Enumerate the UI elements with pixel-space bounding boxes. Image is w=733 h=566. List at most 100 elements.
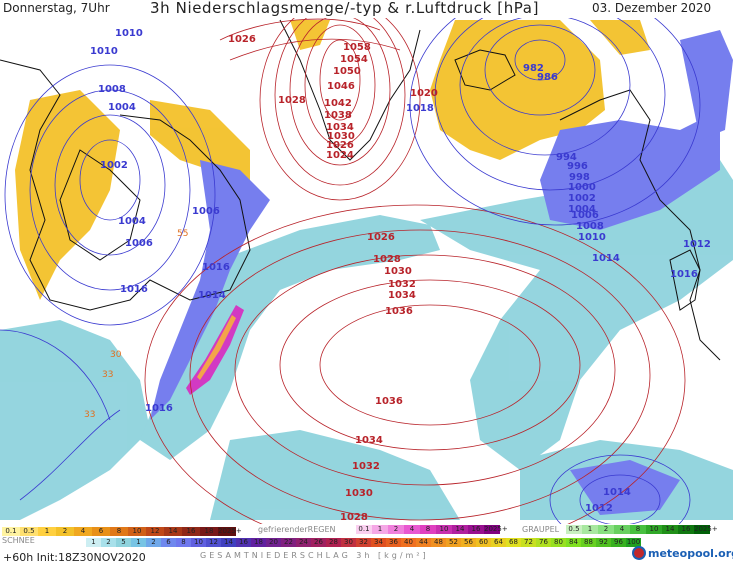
legend-cell: 14 [164, 527, 182, 536]
pressure-label-high: 1024 [326, 150, 354, 161]
legend-cell: 1 [38, 527, 56, 536]
pressure-label-high: 1020 [410, 88, 438, 99]
meteopool-logo[interactable]: meteopool.org [632, 546, 733, 560]
legend-cell: 18 [251, 538, 266, 547]
legend-cell: 88 [581, 538, 596, 547]
map-title: 3h Niederschlagsmenge/-typ & r.Luftdruck… [150, 0, 540, 17]
legend-cell: 92 [596, 538, 611, 547]
legend-cell: 48 [431, 538, 446, 547]
legend-cell: 10 [191, 538, 206, 547]
legend-cell: 14 [452, 525, 468, 534]
legend-cell: 1 [372, 525, 388, 534]
pressure-label-low: 1006 [125, 238, 153, 249]
legend-cell: 2 [101, 538, 116, 547]
pressure-label-low: 1004 [118, 216, 146, 227]
snow-area-baffin [15, 90, 120, 300]
coast-canada [0, 59, 251, 311]
pressure-label-high: 1028 [340, 512, 368, 523]
freezing-legend-title: gefrierenderREGEN [258, 525, 336, 534]
legend-cell: 24 [296, 538, 311, 547]
freezing-scale: 0.1 1 2 4 8 10 14 16 2025+ [356, 525, 508, 534]
legend-cell: 2 [146, 538, 161, 547]
legend-cell: 44 [416, 538, 431, 547]
pressure-label-high: 1050 [333, 66, 361, 77]
rain-area-south [210, 430, 460, 520]
heavy-rain-front [150, 160, 270, 420]
legend-cell: 72 [521, 538, 536, 547]
precipitation-legend: 0.1 0.5 1 2 4 6 8 10 12 14 16 18 2025+ SCHNEE gefrie… [0, 524, 733, 566]
legend-cell: 96 [611, 538, 626, 547]
pressure-label-low: 1018 [406, 103, 434, 114]
snow-scale: 0.1 0.5 1 2 4 6 8 10 12 14 16 18 2025+ [2, 527, 242, 536]
temperature-label: 33 [84, 410, 95, 420]
legend-cell: 10 [128, 527, 146, 536]
pressure-label-low: 1012 [683, 239, 711, 250]
pressure-label-high: 1026 [367, 232, 395, 243]
pressure-label-low: 1016 [670, 269, 698, 280]
map-header: Donnerstag, 7Uhr 3h Niederschlagsmenge/-… [0, 0, 733, 18]
pressure-label-high: 1054 [340, 54, 368, 65]
run-info: +60h Init:18Z30NOV2020 [3, 551, 146, 564]
pressure-label-high: 1032 [388, 279, 416, 290]
legend-cell: 1 [86, 538, 101, 547]
legend-cell: 64 [491, 538, 506, 547]
pressure-label-high: 1030 [384, 266, 412, 277]
pressure-label-high: 1028 [278, 95, 306, 106]
pressure-label-low: 1002 [100, 160, 128, 171]
legend-cell: 2 [388, 525, 404, 534]
pressure-label-high: 1042 [324, 98, 352, 109]
legend-cell: 1 [582, 525, 598, 534]
pressure-label-high: 1030 [327, 131, 355, 142]
pressure-label-high: 1034 [355, 435, 383, 446]
legend-cell: 4 [404, 525, 420, 534]
forecast-date: 03. Dezember 2020 [592, 1, 712, 15]
pressure-label-low: 1010 [90, 46, 118, 57]
pressure-label-low: 998 [569, 172, 590, 183]
legend-cell: 30 [341, 538, 356, 547]
legend-cell: 2025+ [484, 525, 508, 534]
pressure-label-high: 1026 [326, 140, 354, 151]
pressure-label-high: 1026 [228, 34, 256, 45]
legend-cell: 36 [386, 538, 401, 547]
pressure-label-low: 982 [523, 63, 544, 74]
logo-text: meteopool.org [648, 546, 733, 560]
legend-cell: 8 [110, 527, 128, 536]
legend-cell: 1 [131, 538, 146, 547]
pressure-label-low: 1000 [568, 182, 596, 193]
legend-cell: 84 [566, 538, 581, 547]
pressure-label-low: 994 [556, 152, 577, 163]
temperature-label: 55 [177, 229, 188, 239]
pressure-label-low: 1006 [192, 206, 220, 217]
snow-legend-title: SCHNEE [2, 536, 35, 545]
temperature-label: 33 [102, 370, 113, 380]
legend-cell: 52 [446, 538, 461, 547]
legend-cell: 10 [436, 525, 452, 534]
coast-britain [669, 249, 701, 311]
legend-cell: 0.5 [20, 527, 38, 536]
coast-scandinavia [559, 89, 721, 361]
legend-cell: 14 [221, 538, 236, 547]
pressure-label-low: 1008 [576, 221, 604, 232]
pressure-labels: 1010101010081004100210041006100610161016… [90, 28, 711, 523]
pressure-label-high: 1046 [327, 81, 355, 92]
legend-cell: 20 [266, 538, 281, 547]
legend-cell: 22 [281, 538, 296, 547]
coast-iceland [454, 49, 516, 91]
legend-cell: 56 [461, 538, 476, 547]
legend-cell: 2025+ [218, 527, 242, 536]
legend-cell: 40 [401, 538, 416, 547]
legend-cell: 0.5 [566, 525, 582, 534]
legend-cell: 76 [536, 538, 551, 547]
legend-cell: 80 [551, 538, 566, 547]
legend-cell: 10 [646, 525, 662, 534]
pressure-label-low: 1016 [145, 403, 173, 414]
rain-area-east-band [420, 160, 733, 470]
legend-cell: 26 [311, 538, 326, 547]
pressure-label-high: 1034 [388, 290, 416, 301]
coast-greenland [279, 19, 421, 161]
pressure-label-low: 1004 [568, 204, 596, 215]
pressure-label-high: 1028 [373, 254, 401, 265]
legend-cell: 12 [206, 538, 221, 547]
intense-precip-core-inner [197, 315, 236, 380]
